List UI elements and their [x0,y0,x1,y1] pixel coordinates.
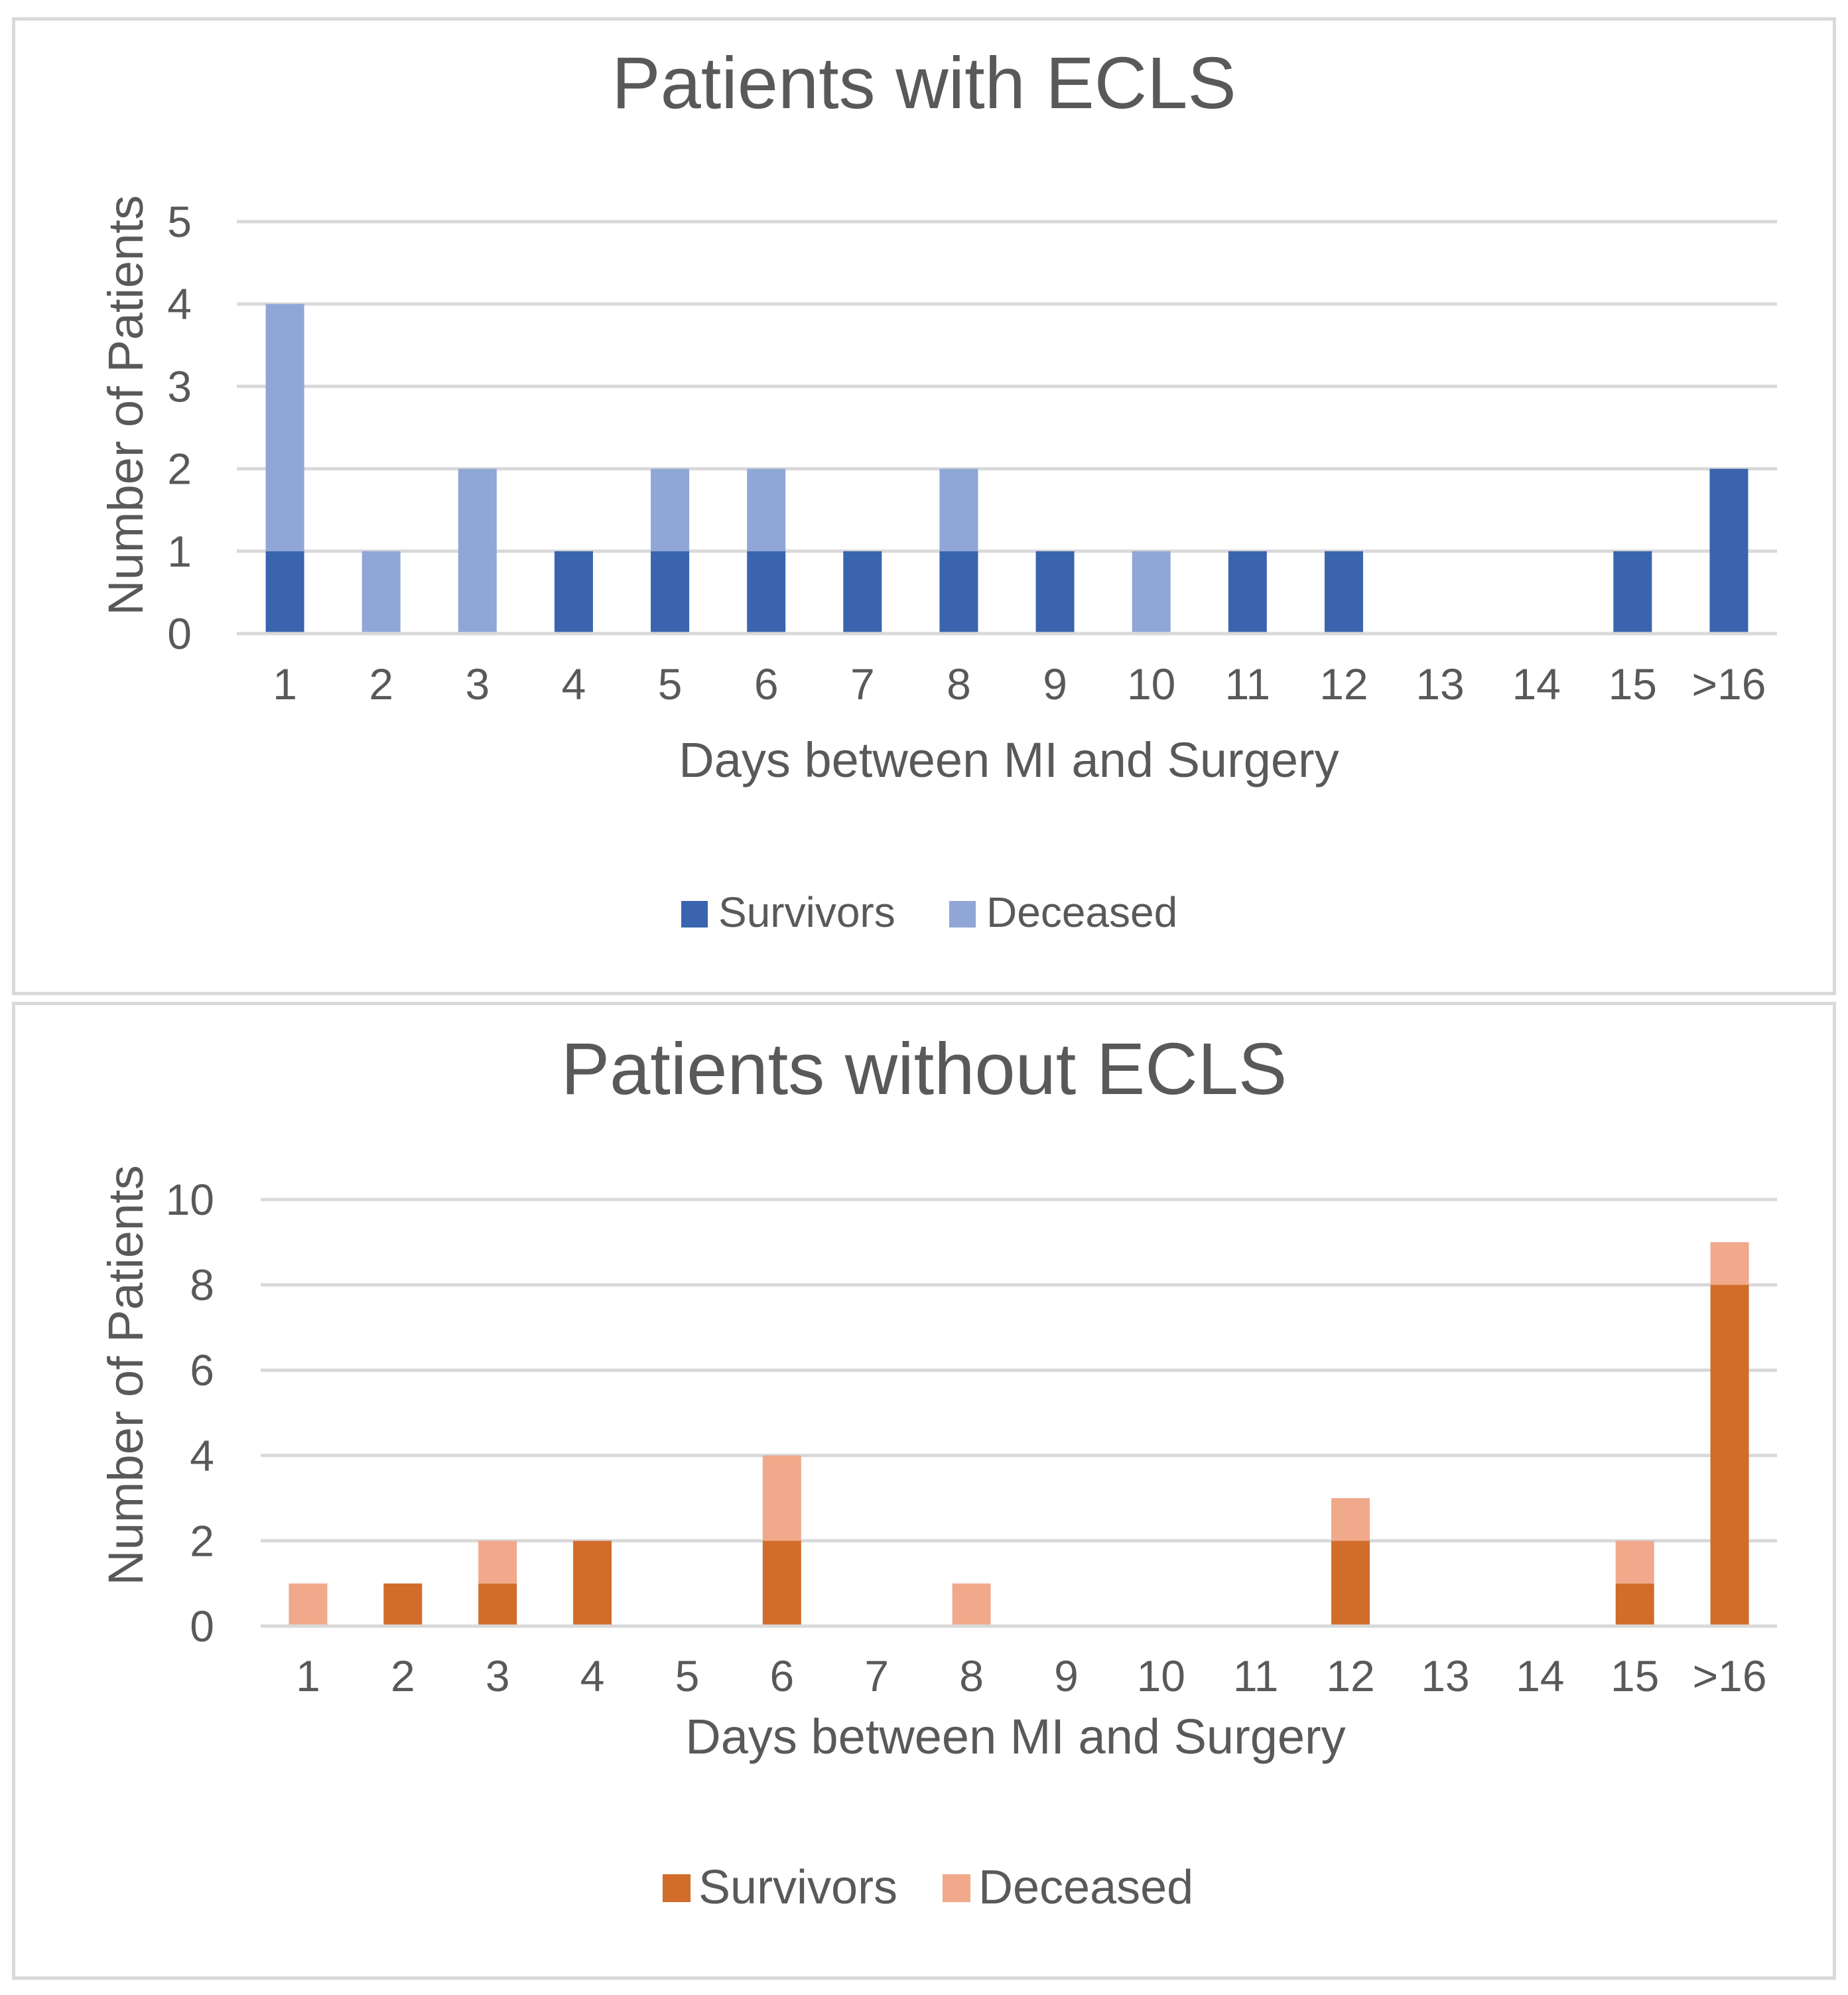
chart-panel-with-ecls: Patients with ECLS Number of Patients Da… [12,17,1836,995]
x-tick-label: 2 [391,1651,415,1700]
bar-survivors-12 [1324,551,1363,634]
bar-survivors-4 [573,1541,612,1626]
x-tick-label: 14 [1516,1651,1564,1700]
bar-survivors-12 [1331,1541,1370,1626]
bar-deceased-10 [1132,551,1171,634]
y-tick-label: 4 [167,279,192,328]
x-tick-label: 1 [273,659,297,709]
x-tick-label: 12 [1319,659,1368,709]
x-tick-label: 11 [1233,1651,1279,1700]
y-tick-label: 3 [167,362,192,411]
x-tick-label: 7 [864,1651,889,1700]
y-axis-label: Number of Patients [98,195,153,615]
x-axis-label: Days between MI and Surgery [679,732,1339,788]
bar-deceased-1 [265,304,304,551]
bar-survivors-4 [554,551,593,634]
legend: Survivors Deceased [663,1861,1193,1914]
y-tick-label: 5 [167,197,192,246]
x-tick-label: 7 [850,659,875,709]
legend-swatch-deceased [949,901,976,928]
x-tick-label: 3 [486,1651,510,1700]
chart-panel-without-ecls: Patients without ECLS Number of Patients… [12,1002,1836,1980]
legend-swatch-deceased [943,1874,970,1902]
legend-swatch-survivors [663,1874,691,1902]
x-tick-label: 10 [1127,659,1175,709]
legend-label-survivors: Survivors [698,1861,897,1914]
bar-survivors-8 [939,551,978,634]
legend-label-deceased: Deceased [978,1861,1193,1914]
y-tick-label: 0 [167,609,192,658]
x-tick-label: 8 [959,1651,984,1700]
bar-survivors-5 [651,551,690,634]
x-tick-label: 10 [1137,1651,1185,1700]
legend-swatch-survivors [681,901,708,928]
x-tick-label: 6 [754,659,779,709]
bar-deceased-8 [939,468,978,551]
y-tick-label: 4 [190,1431,214,1480]
bar-survivors->16 [1709,468,1749,634]
bar-deceased-3 [478,1541,517,1584]
legend-label-survivors: Survivors [718,888,895,936]
bar-deceased-8 [952,1583,991,1626]
bar-survivors-6 [762,1541,801,1626]
y-tick-label: 6 [190,1345,214,1395]
bar-survivors-9 [1035,551,1075,634]
y-tick-label: 2 [167,445,192,494]
bar-survivors-3 [478,1583,517,1626]
x-tick-label: 14 [1512,659,1560,709]
bar-deceased-5 [651,468,690,551]
bar-survivors-15 [1613,551,1652,634]
chart-title: Patients with ECLS [612,42,1236,124]
x-tick-label: >16 [1691,659,1766,709]
bar-deceased-6 [762,1455,801,1541]
y-tick-label: 10 [166,1175,214,1224]
legend-label-deceased: Deceased [986,888,1177,936]
bar-survivors-1 [265,551,304,634]
bar-survivors-7 [843,551,882,634]
chart-title: Patients without ECLS [561,1028,1287,1110]
y-tick-label: 0 [190,1602,214,1651]
x-tick-label: 4 [580,1651,605,1700]
bar-deceased-15 [1615,1541,1654,1584]
x-tick-label: 13 [1416,659,1464,709]
x-tick-label: 15 [1609,659,1657,709]
y-tick-label: 2 [190,1516,214,1565]
x-tick-label: 8 [947,659,971,709]
x-axis-label: Days between MI and Surgery [685,1709,1345,1764]
x-tick-label: >16 [1693,1651,1767,1700]
chart-with-ecls: Patients with ECLS Number of Patients Da… [98,42,1777,936]
x-tick-label: 13 [1421,1651,1469,1700]
bar-survivors->16 [1710,1284,1749,1626]
x-tick-label: 15 [1611,1651,1659,1700]
bar-survivors-15 [1615,1583,1654,1626]
x-tick-label: 9 [1054,1651,1079,1700]
x-tick-label: 9 [1043,659,1067,709]
y-tick-label: 8 [190,1261,214,1310]
x-tick-label: 1 [296,1651,320,1700]
bar-deceased-2 [362,551,401,634]
bar-deceased->16 [1710,1242,1749,1285]
legend: Survivors Deceased [681,888,1177,936]
chart-without-ecls: Patients without ECLS Number of Patients… [98,1028,1777,1914]
bar-deceased-1 [289,1583,328,1626]
x-tick-label: 5 [658,659,683,709]
bar-survivors-2 [383,1583,423,1626]
bar-deceased-12 [1331,1498,1370,1541]
x-tick-label: 11 [1225,659,1271,709]
x-tick-label: 4 [562,659,586,709]
x-tick-label: 5 [675,1651,700,1700]
bar-survivors-6 [747,551,786,634]
x-tick-label: 2 [369,659,393,709]
y-tick-label: 1 [167,527,192,576]
x-tick-label: 3 [465,659,490,709]
bar-deceased-3 [458,468,497,634]
x-tick-label: 6 [769,1651,794,1700]
y-axis-label: Number of Patients [98,1165,153,1585]
bar-deceased-6 [747,468,786,551]
x-tick-label: 12 [1326,1651,1374,1700]
bar-survivors-11 [1228,551,1267,634]
